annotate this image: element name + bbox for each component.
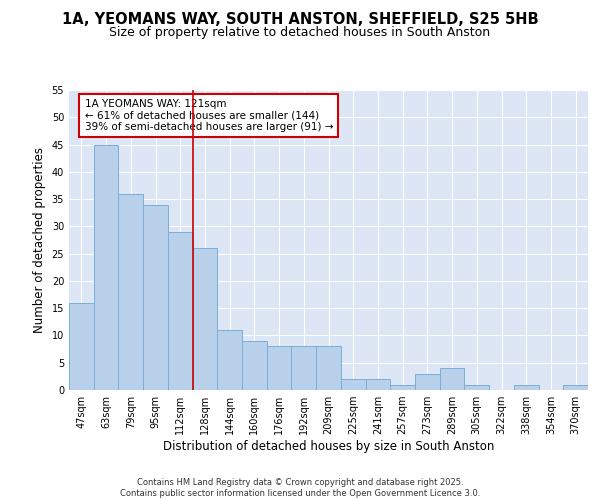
Bar	[390, 384, 415, 390]
Bar	[267, 346, 292, 390]
Text: 1A, YEOMANS WAY, SOUTH ANSTON, SHEFFIELD, S25 5HB: 1A, YEOMANS WAY, SOUTH ANSTON, SHEFFIELD…	[62, 12, 538, 28]
Bar	[440, 368, 464, 390]
Bar	[464, 384, 489, 390]
Bar	[118, 194, 143, 390]
Bar	[514, 384, 539, 390]
Bar	[242, 341, 267, 390]
Bar	[69, 302, 94, 390]
Bar	[94, 144, 118, 390]
Bar	[292, 346, 316, 390]
X-axis label: Distribution of detached houses by size in South Anston: Distribution of detached houses by size …	[163, 440, 494, 453]
Text: Size of property relative to detached houses in South Anston: Size of property relative to detached ho…	[109, 26, 491, 39]
Bar	[563, 384, 588, 390]
Bar	[341, 379, 365, 390]
Text: Contains HM Land Registry data © Crown copyright and database right 2025.
Contai: Contains HM Land Registry data © Crown c…	[120, 478, 480, 498]
Bar	[193, 248, 217, 390]
Y-axis label: Number of detached properties: Number of detached properties	[33, 147, 46, 333]
Bar	[415, 374, 440, 390]
Bar	[217, 330, 242, 390]
Bar	[316, 346, 341, 390]
Bar	[365, 379, 390, 390]
Bar	[143, 204, 168, 390]
Text: 1A YEOMANS WAY: 121sqm
← 61% of detached houses are smaller (144)
39% of semi-de: 1A YEOMANS WAY: 121sqm ← 61% of detached…	[85, 99, 333, 132]
Bar	[168, 232, 193, 390]
